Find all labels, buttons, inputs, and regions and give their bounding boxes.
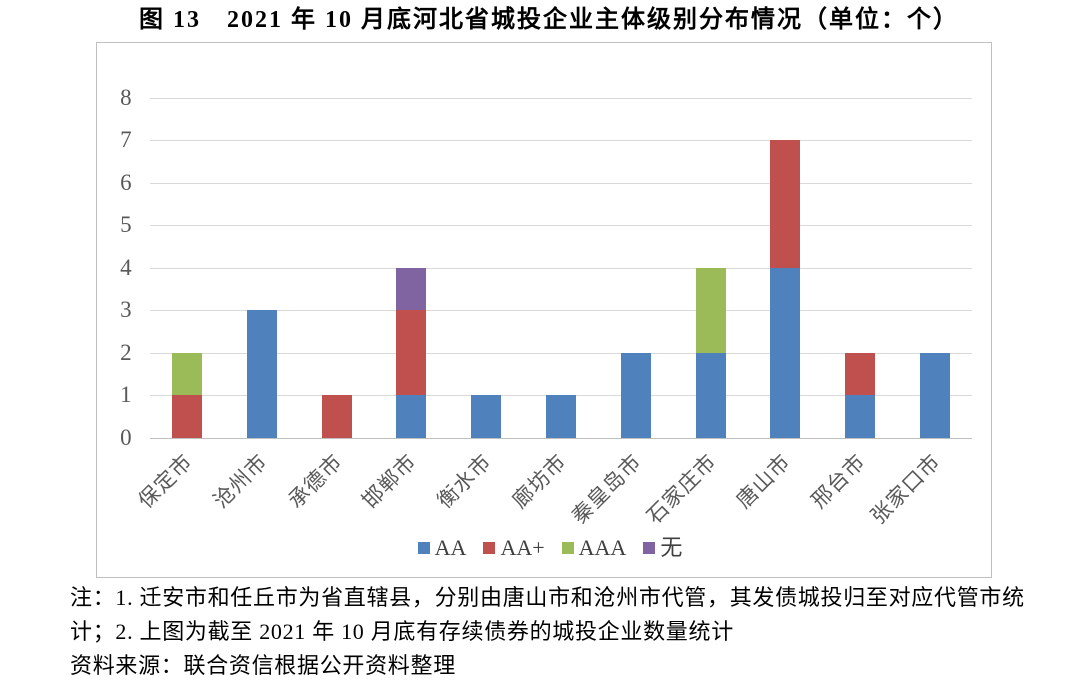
x-category-label: 保定市	[133, 448, 198, 513]
bar-segment-保定市-AA+	[171, 395, 202, 438]
x-category-label: 邢台市	[806, 448, 871, 513]
y-gridline	[149, 97, 973, 99]
y-tick-label: 6	[120, 169, 132, 195]
chart-title: 图 13 2021 年 10 月底河北省城投企业主体级别分布情况（单位：个）	[139, 7, 959, 33]
y-gridline	[149, 140, 973, 142]
bar-segment-邯郸市-AA	[396, 395, 427, 438]
legend-item-AA: AA	[417, 535, 467, 560]
bar-segment-衡水市-AA	[471, 395, 502, 438]
chart-plot-area: 0 1 2 3 4 5 6 7 8 保定市 沧州市 承德市 邯郸市 衡水市 廊坊市 秦皇岛市 石家庄市 唐山市 邢台…	[96, 42, 992, 578]
bar-segment-邯郸市-无	[396, 267, 427, 311]
legend-swatch-icon	[643, 542, 656, 554]
bar-segment-唐山市-AA+	[770, 140, 801, 268]
y-tick-label: 0	[120, 424, 132, 450]
legend-swatch-icon	[417, 542, 430, 554]
bar-segment-沧州市-AA	[246, 310, 277, 438]
y-gridline	[149, 225, 973, 227]
y-tick-label: 2	[120, 339, 132, 365]
y-tick-label: 7	[120, 127, 132, 153]
legend-swatch-icon	[483, 542, 496, 554]
note-line-2: 计；2. 上图为截至 2021 年 10 月底有存续债券的城投企业数量统计	[70, 619, 734, 644]
bar-segment-唐山市-AA	[770, 267, 801, 438]
chart-notes: 注：1. 迁安市和任丘市为省直辖县，分别由唐山市和沧州市代管，其发债城投归至对应…	[70, 581, 1050, 683]
x-category-label: 唐山市	[731, 448, 796, 513]
y-tick-label: 5	[120, 212, 132, 238]
legend-item-AA+: AA+	[483, 535, 545, 560]
x-category-label: 承德市	[283, 448, 347, 513]
legend-item-无: 无	[643, 537, 682, 559]
y-gridline	[149, 310, 973, 312]
legend-item-AAA: AAA	[561, 535, 627, 560]
x-category-label: 衡水市	[432, 448, 497, 513]
y-tick-label: 8	[120, 84, 132, 110]
y-tick-label: 1	[120, 382, 132, 408]
note-line-3: 资料来源：联合资信根据公开资料整理	[70, 653, 456, 678]
y-tick-label: 4	[120, 254, 132, 280]
bar-segment-秦皇岛市-AA	[620, 352, 651, 438]
x-category-label: 沧州市	[208, 448, 273, 513]
bar-segment-邢台市-AA	[845, 395, 876, 438]
bar-segment-廊坊市-AA	[545, 395, 576, 438]
legend-swatch-icon	[561, 542, 574, 554]
legend-label: AA	[434, 535, 467, 560]
legend-label: AA+	[500, 535, 545, 560]
bar-segment-保定市-AAA	[171, 352, 202, 396]
chart-frame: 0 1 2 3 4 5 6 7 8 保定市 沧州市 承德市 邯郸市 衡水市 廊坊市 秦皇岛市 石家庄市 唐山市 邢台…	[96, 42, 992, 578]
x-category-label: 秦皇岛市	[566, 448, 647, 529]
bar-segment-石家庄市-AAA	[695, 267, 726, 353]
bar-segment-石家庄市-AA	[695, 352, 726, 438]
legend-label: 无	[660, 535, 683, 560]
x-category-label: 石家庄市	[641, 448, 721, 529]
x-category-label: 邯郸市	[357, 448, 422, 513]
y-tick-label: 3	[120, 297, 132, 323]
bar-segment-邯郸市-AA+	[396, 310, 427, 396]
bar-segment-承德市-AA+	[321, 395, 352, 438]
y-gridline	[149, 182, 973, 184]
x-category-label: 张家口市	[865, 448, 946, 529]
bar-segment-邢台市-AA+	[845, 352, 876, 396]
y-gridline	[149, 267, 973, 269]
legend-label: AAA	[578, 535, 627, 560]
bar-segment-张家口市-AA	[919, 352, 950, 438]
chart-legend: AA AA+ AAA 无	[102, 537, 998, 559]
x-category-label: 廊坊市	[507, 448, 572, 513]
y-gridline	[149, 352, 973, 354]
x-axis-line	[149, 437, 973, 439]
note-line-1: 注：1. 迁安市和任丘市为省直辖县，分别由唐山市和沧州市代管，其发债城投归至对应…	[70, 585, 1025, 610]
